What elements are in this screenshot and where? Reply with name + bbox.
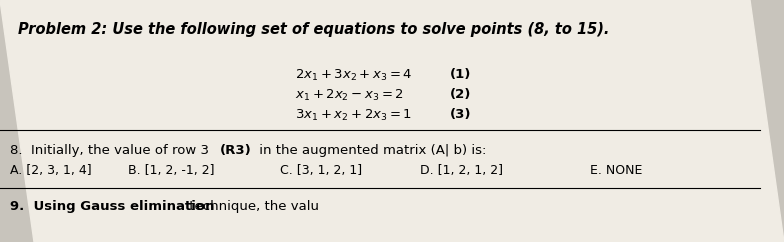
Text: 8.  Initially, the value of row 3: 8. Initially, the value of row 3 [10,144,213,157]
Text: $3x_1 + x_2 + 2x_3 = 1$: $3x_1 + x_2 + 2x_3 = 1$ [295,108,412,123]
Text: (2): (2) [450,88,471,101]
Text: A. [2, 3, 1, 4]: A. [2, 3, 1, 4] [10,164,92,177]
Text: E. NONE: E. NONE [590,164,642,177]
Text: D. [1, 2, 1, 2]: D. [1, 2, 1, 2] [420,164,503,177]
Text: technique, the valu: technique, the valu [185,200,319,213]
Text: (1): (1) [450,68,471,81]
Text: Problem 2: Use the following set of equations to solve points (8, to 15).: Problem 2: Use the following set of equa… [18,22,609,37]
Text: $2x_1 + 3x_2 + x_3 = 4$: $2x_1 + 3x_2 + x_3 = 4$ [295,68,412,83]
Text: 9.  Using Gauss elimination: 9. Using Gauss elimination [10,200,215,213]
Text: (3): (3) [450,108,471,121]
Text: B. [1, 2, -1, 2]: B. [1, 2, -1, 2] [128,164,215,177]
Text: in the augmented matrix (A| b) is:: in the augmented matrix (A| b) is: [255,144,486,157]
Text: (R3): (R3) [220,144,252,157]
Text: C. [3, 1, 2, 1]: C. [3, 1, 2, 1] [280,164,362,177]
Text: $x_1 + 2x_2 - x_3 = 2$: $x_1 + 2x_2 - x_3 = 2$ [295,88,404,103]
